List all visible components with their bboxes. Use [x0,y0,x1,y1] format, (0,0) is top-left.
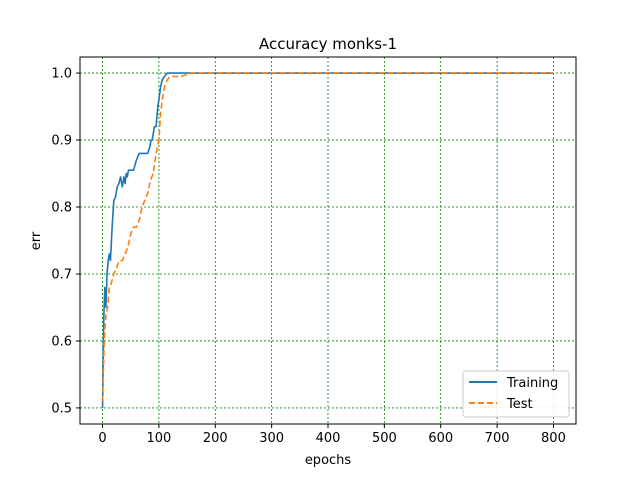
legend-label-test: Test [506,397,533,412]
x-tick-label: 300 [259,431,284,446]
x-tick-label: 800 [541,431,566,446]
y-axis: 0.5 0.6 0.7 0.8 0.9 1.0 [51,67,80,416]
x-tick-label: 0 [98,431,106,446]
series-group [101,72,554,408]
x-tick-label: 200 [203,431,228,446]
x-tick-label: 600 [428,431,453,446]
x-tick-label: 700 [485,431,510,446]
legend: Training Test [462,370,570,418]
y-tick-label: 1.0 [51,67,72,82]
x-axis-title: epochs [305,453,352,468]
series-line-training [101,72,554,408]
y-axis-title: err [29,231,44,250]
y-tick-label: 0.9 [51,134,72,149]
chart-title: Accuracy monks-1 [259,35,397,53]
x-tick-label: 400 [316,431,341,446]
series-line-test [101,72,554,402]
y-tick-label: 0.6 [51,334,72,349]
y-tick-label: 0.5 [51,401,72,416]
x-tick-label: 100 [146,431,171,446]
y-tick-label: 0.8 [51,201,72,216]
y-tick-label: 0.7 [51,267,72,282]
x-tick-label: 500 [372,431,397,446]
legend-label-training: Training [506,376,558,391]
x-axis: 0 100 200 300 400 500 600 700 800 [98,424,566,446]
